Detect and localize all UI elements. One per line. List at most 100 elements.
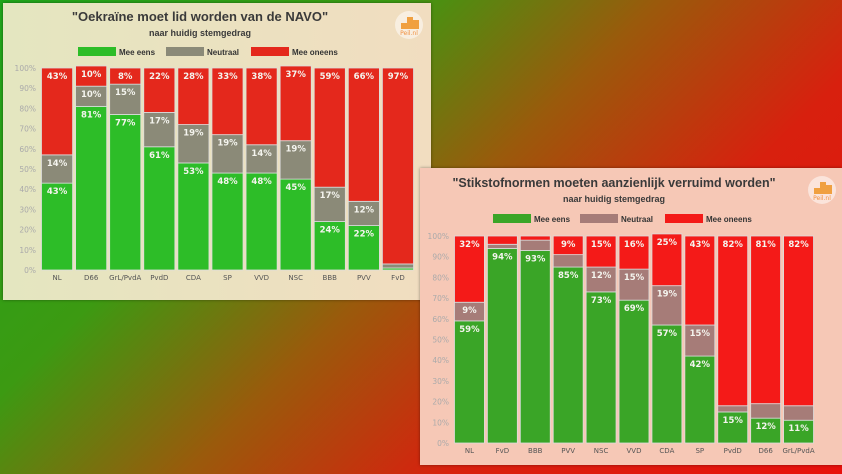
data-label: 59% bbox=[320, 72, 341, 82]
bar-segment-neutraal bbox=[41, 154, 73, 184]
y-tick-label: 20% bbox=[432, 398, 449, 407]
data-label: 15% bbox=[115, 88, 136, 98]
bar-segment-mee-eens bbox=[347, 225, 380, 271]
legend-label: Mee eens bbox=[534, 215, 571, 224]
data-label: 77% bbox=[115, 118, 136, 128]
bar-segment-mee-oneens bbox=[109, 67, 142, 85]
data-label: 81% bbox=[755, 240, 776, 250]
data-label: 43% bbox=[690, 240, 711, 250]
y-tick-label: 10% bbox=[432, 418, 449, 427]
bar-segment-mee-eens bbox=[519, 250, 551, 444]
bar-segment-mee-oneens bbox=[177, 67, 210, 125]
data-label: 19% bbox=[183, 129, 204, 139]
x-tick-label: D66 bbox=[758, 447, 773, 455]
bar-segment-neutraal bbox=[245, 144, 278, 174]
bar-segment-mee-oneens bbox=[143, 67, 176, 113]
data-label: 14% bbox=[47, 159, 68, 169]
data-label: 25% bbox=[657, 238, 678, 248]
chart-subtitle: naar huidig stemgedrag bbox=[148, 28, 252, 38]
x-tick-label: CDA bbox=[659, 447, 674, 455]
chart-title: "Oekraïne moet lid worden van de NAVO" bbox=[71, 9, 329, 24]
data-label: 45% bbox=[286, 183, 307, 193]
data-label: 17% bbox=[320, 191, 341, 201]
x-tick-label: SP bbox=[223, 274, 232, 282]
data-label: 12% bbox=[354, 205, 375, 215]
data-label: 15% bbox=[723, 416, 744, 426]
legend-swatch bbox=[493, 214, 531, 223]
data-label: 81% bbox=[81, 110, 102, 120]
bar-segment-mee-oneens bbox=[382, 67, 414, 265]
x-tick-label: GrL/PvdA bbox=[109, 274, 141, 282]
data-label: 9% bbox=[462, 306, 477, 316]
peil-logo-icon: Peil.nl bbox=[808, 176, 836, 204]
bar-segment-neutraal bbox=[684, 324, 716, 357]
data-label: 19% bbox=[286, 145, 307, 155]
data-label: 24% bbox=[320, 226, 341, 236]
y-tick-label: 60% bbox=[19, 145, 36, 154]
data-label: 82% bbox=[723, 240, 744, 250]
bar-segment-neutraal bbox=[211, 134, 244, 174]
data-label: 61% bbox=[149, 151, 170, 161]
data-label: 85% bbox=[558, 271, 579, 281]
y-tick-label: 100% bbox=[428, 232, 449, 241]
bar-segment-mee-oneens bbox=[487, 235, 518, 245]
x-tick-label: PvdD bbox=[724, 447, 742, 455]
chart-subtitle: naar huidig stemgedrag bbox=[562, 194, 666, 204]
bar-segment-neutraal bbox=[585, 266, 617, 293]
bar-segment-mee-oneens bbox=[454, 235, 485, 303]
bar-segment-neutraal bbox=[717, 405, 749, 413]
chart-title: "Stikstofnormen moeten aanzienlijk verru… bbox=[452, 176, 776, 190]
x-tick-label: NL bbox=[52, 274, 61, 282]
y-tick-label: 30% bbox=[19, 205, 36, 214]
bar-segment-neutraal bbox=[651, 285, 683, 326]
x-tick-label: VVD bbox=[254, 274, 269, 282]
y-tick-label: 50% bbox=[19, 165, 36, 174]
bar-segment-neutraal bbox=[279, 140, 312, 180]
y-tick-label: 90% bbox=[432, 253, 449, 262]
bar-segment-mee-eens bbox=[177, 162, 210, 271]
bar-segment-mee-oneens bbox=[41, 67, 73, 156]
y-tick-label: 30% bbox=[432, 377, 449, 386]
data-label: 32% bbox=[459, 240, 480, 250]
chart-svg: Mee eens Neutraal Mee oneens 0% 10% 20% 30% 40%… bbox=[15, 47, 414, 282]
data-label: 28% bbox=[183, 72, 204, 82]
data-label: 12% bbox=[755, 422, 776, 432]
data-label: 94% bbox=[492, 252, 513, 262]
data-label: 59% bbox=[459, 325, 480, 335]
data-label: 43% bbox=[47, 187, 68, 197]
data-label: 17% bbox=[149, 116, 170, 126]
bar-segment-mee-oneens bbox=[211, 67, 244, 136]
bar-segment-neutraal bbox=[519, 239, 551, 251]
x-tick-label: BBB bbox=[323, 274, 338, 282]
data-label: 57% bbox=[657, 329, 678, 339]
bar-segment-mee-eens bbox=[684, 355, 716, 444]
data-label: 8% bbox=[118, 72, 133, 82]
x-tick-label: PVV bbox=[561, 447, 575, 455]
bar-segment-neutraal bbox=[552, 254, 584, 268]
data-label: 15% bbox=[624, 273, 645, 283]
data-label: 66% bbox=[354, 72, 375, 82]
bar-segment-neutraal bbox=[750, 403, 781, 419]
data-label: 22% bbox=[354, 230, 375, 240]
bar-segment-mee-oneens bbox=[585, 235, 617, 268]
bar-segment-neutraal bbox=[313, 186, 346, 222]
peil-logo-icon: Peil.nl bbox=[395, 11, 423, 39]
y-tick-label: 70% bbox=[19, 125, 36, 134]
y-tick-label: 40% bbox=[19, 185, 36, 194]
legend-swatch bbox=[665, 214, 703, 223]
y-tick-label: 10% bbox=[19, 246, 36, 255]
x-tick-label: VVD bbox=[627, 447, 642, 455]
data-label: 9% bbox=[561, 240, 576, 250]
data-label: 93% bbox=[525, 254, 546, 264]
data-label: 12% bbox=[591, 271, 612, 281]
bar-segment-mee-oneens bbox=[75, 65, 108, 87]
bar-segment-mee-eens bbox=[211, 172, 244, 271]
data-label: 48% bbox=[251, 177, 272, 187]
legend-swatch bbox=[580, 214, 618, 223]
data-label: 22% bbox=[149, 72, 170, 82]
bar-segment-mee-oneens bbox=[279, 65, 312, 142]
bar-segment-mee-eens bbox=[585, 291, 617, 444]
data-label: 38% bbox=[251, 72, 272, 82]
data-label: 48% bbox=[217, 177, 238, 187]
bar-segment-mee-oneens bbox=[750, 235, 781, 405]
